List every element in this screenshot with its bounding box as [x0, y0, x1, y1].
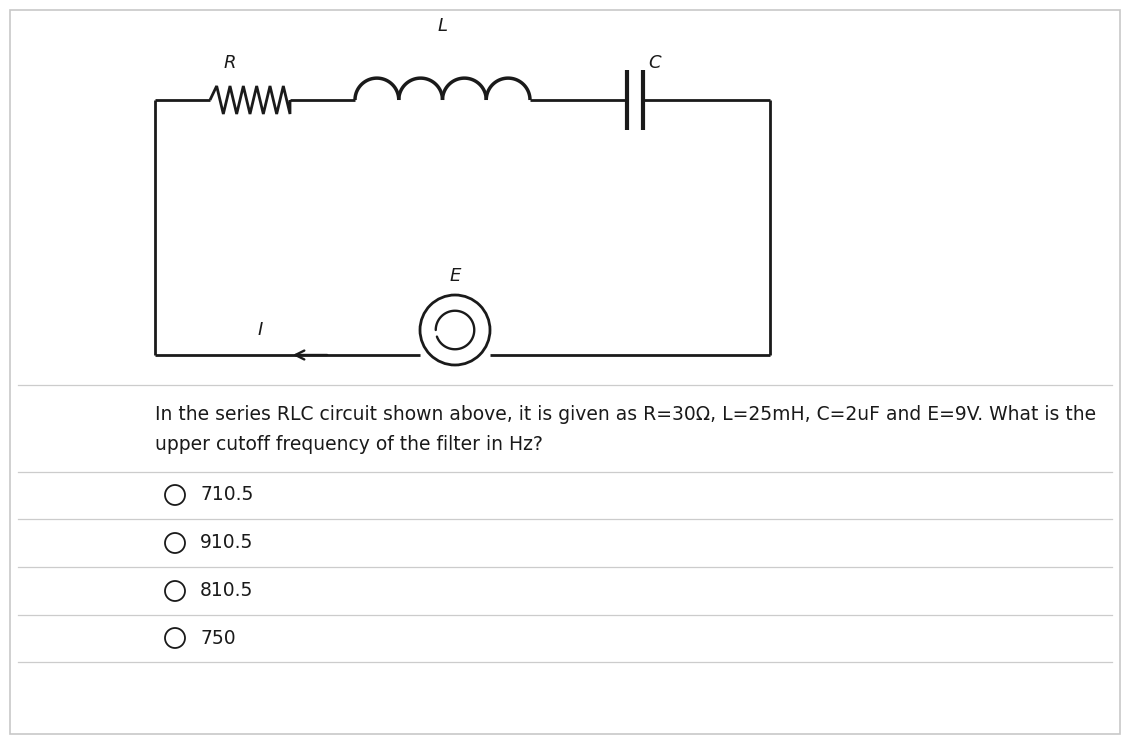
Text: R: R	[224, 54, 236, 72]
Text: In the series RLC circuit shown above, it is given as R=30Ω, L=25mH, C=2uF and E: In the series RLC circuit shown above, i…	[155, 405, 1096, 424]
Text: I: I	[258, 321, 262, 339]
FancyBboxPatch shape	[10, 10, 1120, 734]
Text: 810.5: 810.5	[200, 582, 253, 600]
Text: 750: 750	[200, 629, 236, 647]
Text: C: C	[649, 54, 661, 72]
Text: L: L	[437, 17, 447, 35]
Text: 710.5: 710.5	[200, 486, 253, 504]
Text: E: E	[450, 267, 461, 285]
Text: 910.5: 910.5	[200, 533, 253, 553]
Text: upper cutoff frequency of the filter in Hz?: upper cutoff frequency of the filter in …	[155, 435, 542, 454]
